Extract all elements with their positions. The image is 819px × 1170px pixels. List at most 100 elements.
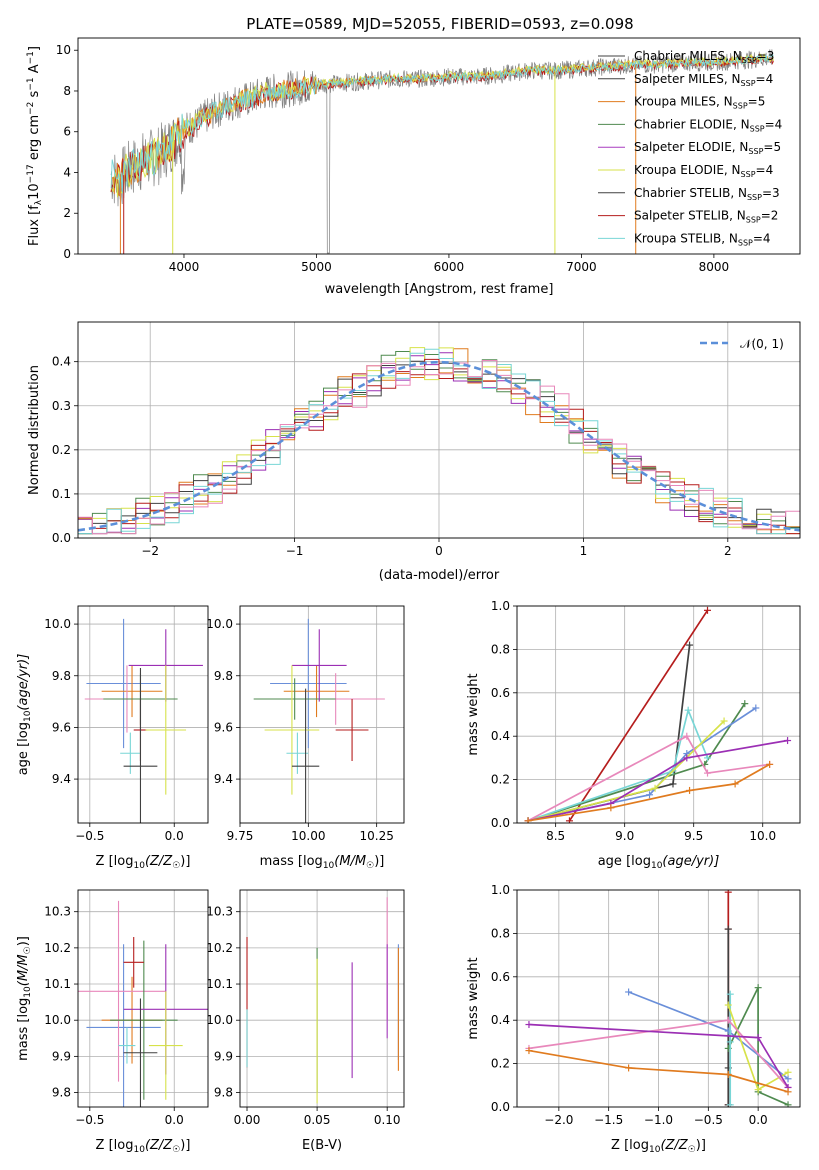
legend-sub: SSP [733, 102, 748, 111]
legend-entry: Kroupa ELODIE, NSSP=4 [634, 163, 773, 179]
weight-vs-z-xlabel-part: ☉ [688, 1145, 696, 1155]
legend-entry: Salpeter MILES, NSSP=4 [634, 72, 773, 88]
weight-vs-age-lines [524, 606, 792, 823]
age-vs-z-ytick-label: 9.6 [52, 720, 71, 734]
weight-vs-age-xlabel-part: 10 [651, 861, 663, 871]
legend-entry: Kroupa STELIB, NSSP=4 [634, 231, 771, 247]
age-vs-z-xlabel-part: ☉ [172, 861, 180, 871]
weight-vs-age-xtick-label: 9.5 [684, 829, 703, 843]
legend-label: Kroupa STELIB, N [634, 231, 738, 245]
age-vs-z-xtick-label: −0.5 [75, 829, 104, 843]
legend-label: Chabrier ELODIE, N [634, 117, 750, 131]
age-vs-z-ytick-label: 10.0 [44, 617, 71, 631]
histogram-series [78, 348, 800, 535]
legend-label: Chabrier MILES, N [634, 49, 742, 63]
histogram-xtick-label: 0 [435, 544, 443, 558]
spectrum-ylabel-part: −2 [26, 102, 36, 115]
weight-vs-z-xtick-label: 0.0 [749, 1113, 768, 1127]
weight-vs-age-ytick-label: 0.0 [491, 816, 510, 830]
figure-title: PLATE=0589, MJD=52055, FIBERID=0593, z=0… [246, 15, 633, 33]
legend-value: =5 [748, 95, 766, 109]
mass-vs-ebv-ytick-label: 10.0 [206, 1013, 233, 1027]
mass-vs-ebv-xlabel: E(B-V) [302, 1138, 342, 1153]
legend-entry: Salpeter STELIB, NSSP=2 [634, 209, 778, 225]
legend-entry: Chabrier STELIB, NSSP=3 [634, 186, 780, 202]
mass-vs-z-xlabel-part: Z [log [96, 1138, 134, 1153]
mass-vs-ebv-xtick-label: 0.00 [234, 1113, 261, 1127]
weight-vs-z-ytick-label: 1.0 [491, 883, 510, 897]
weight-vs-z-ytick-label: 0.2 [491, 1057, 510, 1071]
mass-vs-z-xtick-label: 0.0 [165, 1113, 184, 1127]
mass-vs-z-ytick-label: 9.8 [52, 1086, 71, 1100]
mass-vs-z-ylabel-part: (M/M [16, 954, 31, 986]
mass-vs-ebv-ytick-label: 10.2 [206, 941, 233, 955]
age-vs-mass-xtick-label: 10.00 [291, 829, 325, 843]
age-vs-z-xlabel-part: Z [log [96, 854, 134, 869]
mass-vs-z-ytick-label: 10.2 [44, 941, 71, 955]
spectrum-ylabel-part: erg cm [27, 115, 42, 164]
age-vs-z-ylabel-part: age [log [16, 722, 31, 775]
age-vs-z-xlabel-part: )] [180, 854, 190, 869]
weight-vs-z-ylabel: mass weight [466, 957, 481, 1039]
legend-label: Salpeter ELODIE, N [634, 140, 748, 154]
age-vs-z-frame [77, 605, 209, 824]
spectrum-ylabel-part: ] [27, 46, 42, 51]
spectrum-ytick-label: 0 [63, 247, 71, 261]
legend-value: =5 [763, 140, 781, 154]
weight-vs-age-axes: 8.5 9.0 9.5 10.0 0.0 0.2 0.4 0.6 0.8 1.0 [491, 599, 800, 843]
mass-vs-z-ytick-label: 10.3 [44, 905, 71, 919]
weight-vs-age-frame [516, 605, 801, 824]
age-vs-z-xlabel-part: (Z/Z [145, 854, 173, 869]
weight-vs-age-ytick-label: 0.4 [491, 729, 510, 743]
histogram-ytick-label: 0.2 [52, 443, 71, 457]
age-vs-mass-frame [239, 605, 405, 824]
weight-vs-age-series [527, 739, 788, 822]
histogram-ylabel: Normed distribution [27, 365, 42, 495]
legend-sub: SSP [738, 238, 753, 247]
age-vs-z-ylabel-part: 10 [23, 710, 33, 722]
histogram-ytick-label: 0.3 [52, 399, 71, 413]
mass-vs-z-ylabel-part: ☉ [23, 946, 33, 954]
age-vs-z-ytick-label: 9.4 [52, 772, 71, 786]
spectrum-model-line [110, 54, 774, 194]
legend-value: =3 [757, 49, 775, 63]
mass-vs-z-axes: −0.5 0.0 9.8 9.9 10.0 10.1 10.2 10.3 [44, 890, 208, 1127]
spectrum-ytick-label: 8 [63, 84, 71, 98]
age-vs-z-ylabel: age [log10(age/yr)] [16, 654, 33, 776]
weight-vs-z-xtick-label: −0.5 [694, 1113, 723, 1127]
mass-vs-ebv-xlabel-part: E(B-V) [302, 1138, 342, 1153]
spectrum-ylabel-part: Flux [f [27, 205, 42, 246]
spectrum-ytick-label: 2 [63, 206, 71, 220]
histogram-xtick-label: 2 [724, 544, 732, 558]
spectrum-xtick-label: 7000 [566, 260, 597, 274]
age-vs-mass-xlabel: mass [log10(M/M☉)] [260, 854, 385, 871]
legend-value: =2 [761, 209, 779, 223]
spectrum-ylabel-part: λ [34, 199, 44, 205]
spectrum-xtick-label: 4000 [169, 260, 200, 274]
weight-vs-z-xlabel-part: )] [696, 1138, 706, 1153]
legend-entry: Kroupa MILES, NSSP=5 [634, 95, 765, 111]
mass-vs-ebv-frame [239, 889, 405, 1108]
weight-vs-age-ytick-label: 0.8 [491, 642, 510, 656]
histogram-ytick-label: 0.4 [52, 355, 71, 369]
mass-vs-z-xlabel: Z [log10(Z/Z☉)] [96, 1138, 191, 1155]
mass-vs-ebv-ytick-label: 9.9 [214, 1049, 233, 1063]
histogram-legend-label: 𝒩(0, 1) [740, 337, 784, 351]
legend-sub: SSP [746, 216, 761, 225]
legend-value: =3 [762, 186, 780, 200]
mass-vs-z-xlabel-part: 10 [133, 1145, 145, 1155]
spectrum-xlabel: wavelength [Angstrom, rest frame] [325, 282, 554, 297]
spectrum-legend: Chabrier MILES, N SSP =3 Salpeter MILES, NS… [598, 49, 782, 247]
mass-vs-z-ylabel-part: )] [16, 936, 31, 946]
histogram-xtick-label: −2 [141, 544, 159, 558]
mass-vs-z-ytick-label: 10.1 [44, 977, 71, 991]
mass-vs-ebv-points [246, 897, 399, 1104]
spectrum-ylabel: Flux [fλ10−17 erg cm−2 s−1 A−1] [26, 46, 44, 246]
histogram-frame [77, 321, 801, 539]
legend-entry: Chabrier ELODIE, NSSP=4 [634, 117, 782, 133]
histogram-ytick-label: 0.1 [52, 487, 71, 501]
age-vs-z-points [84, 618, 203, 823]
weight-vs-z-xtick-label: −1.0 [644, 1113, 673, 1127]
weight-vs-age-xtick-label: 9.0 [615, 829, 634, 843]
age-vs-z-xtick-label: 0.0 [165, 829, 184, 843]
